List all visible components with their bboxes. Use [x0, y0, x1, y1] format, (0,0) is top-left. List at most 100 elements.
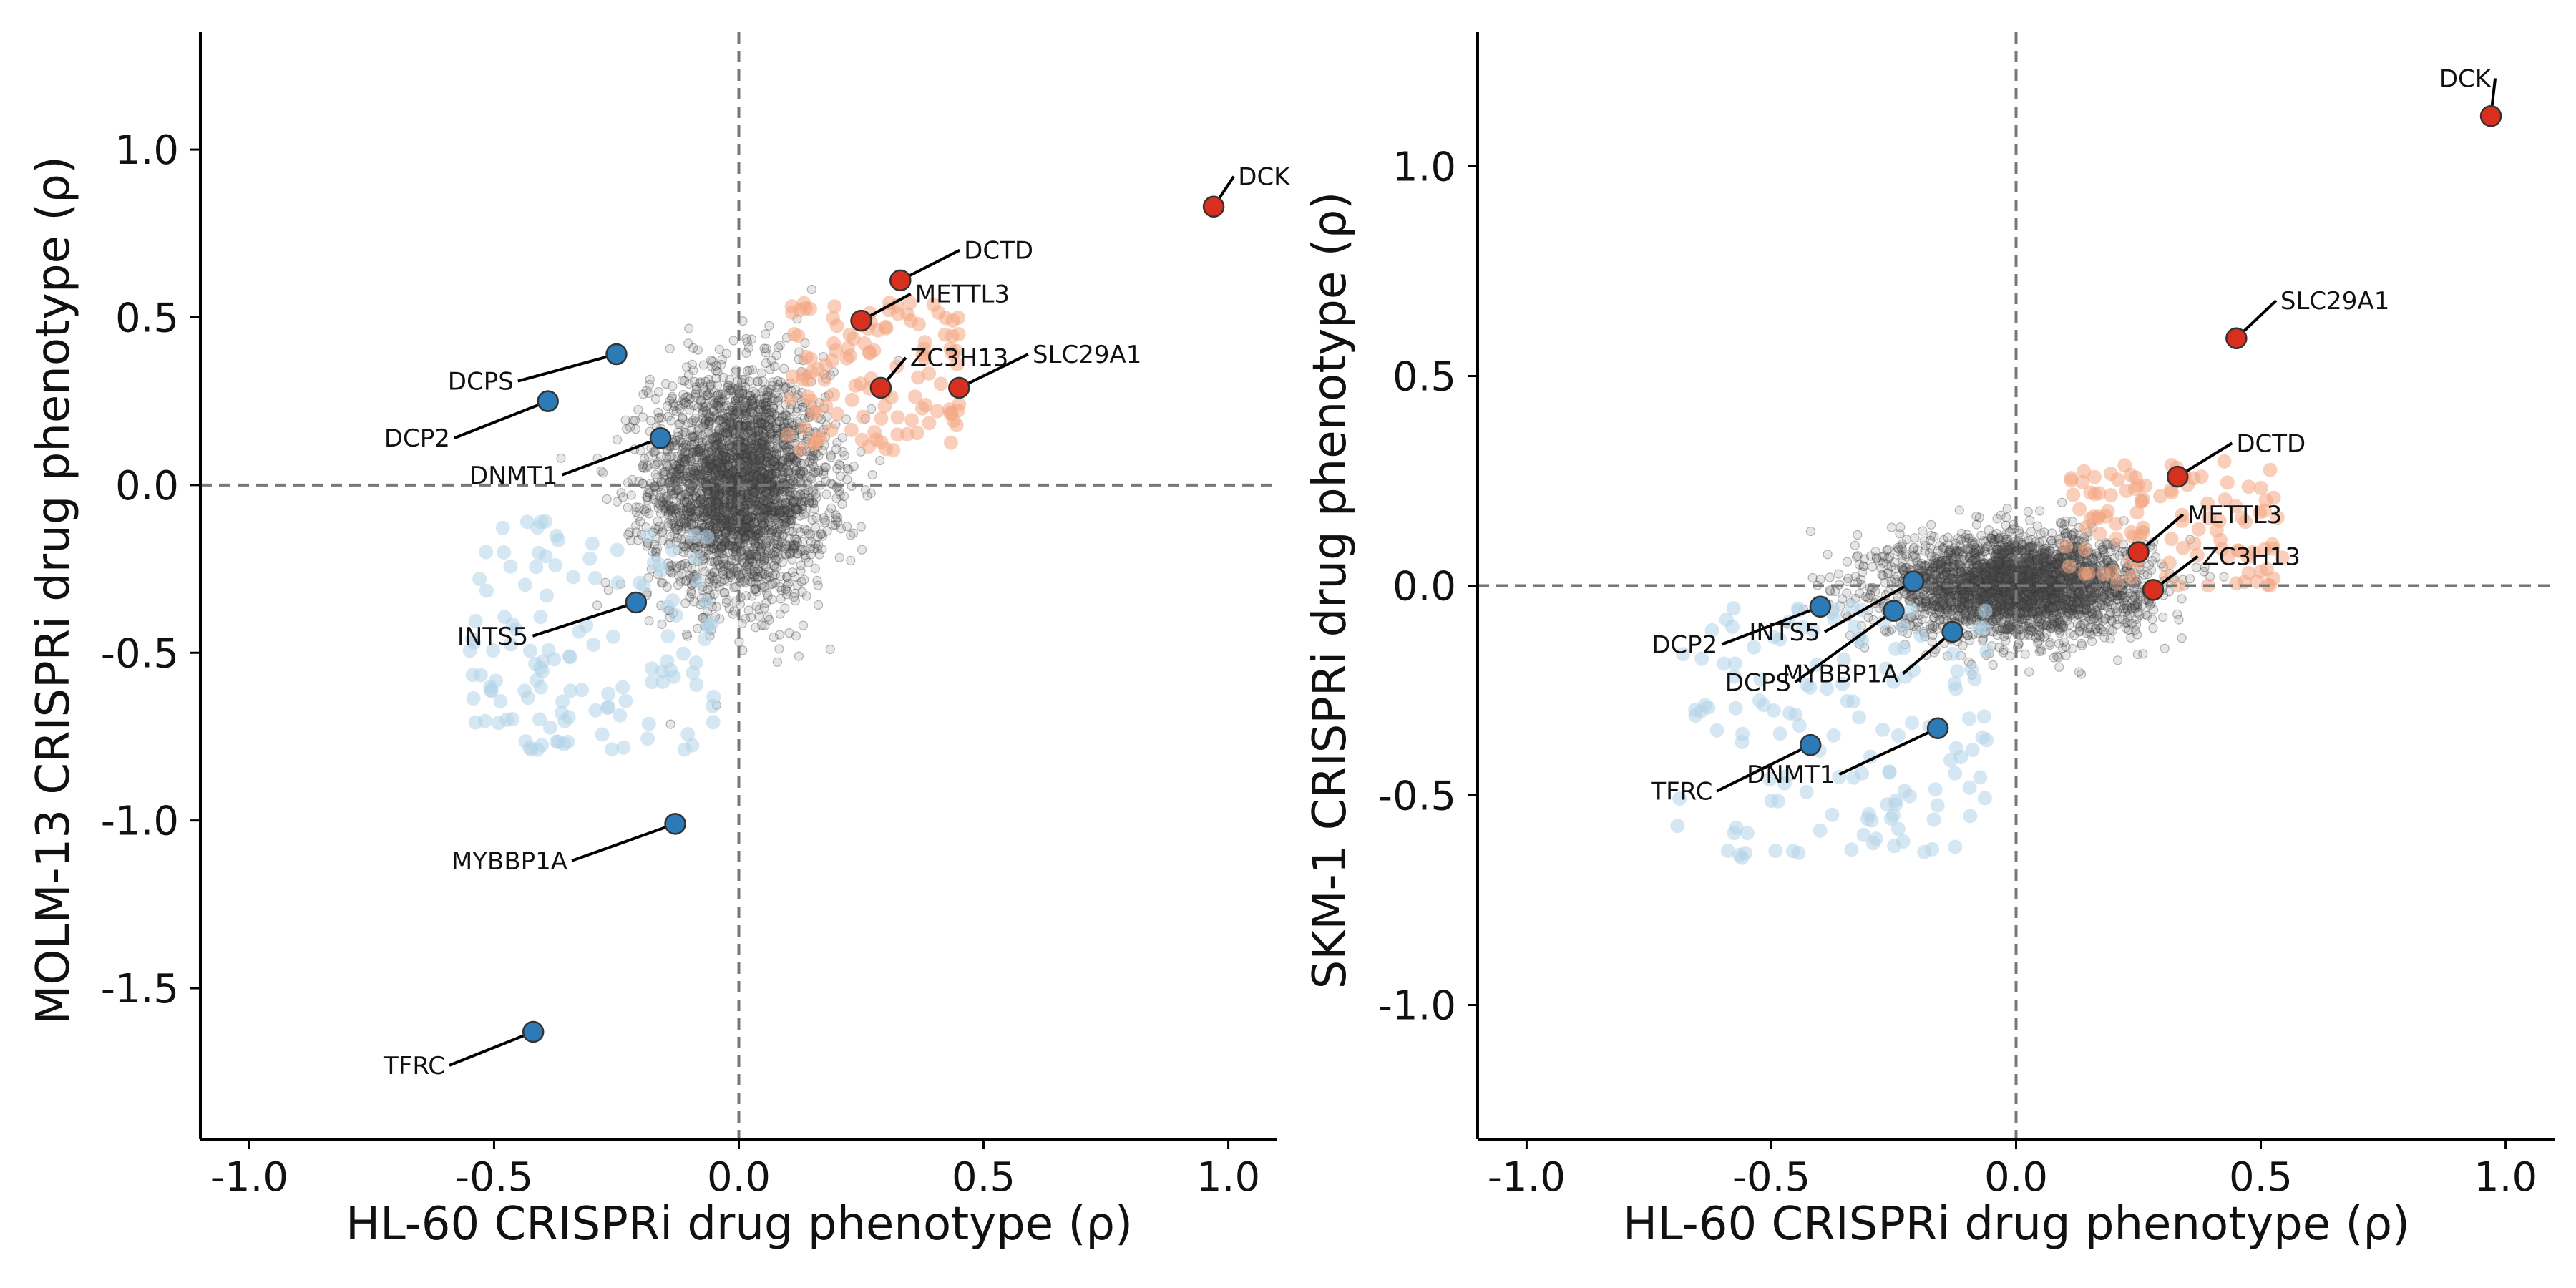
background-point: [672, 452, 682, 462]
background-point: [767, 381, 777, 391]
background-point: [759, 555, 770, 565]
sensitivity-halo-point: [645, 661, 660, 676]
background-point: [805, 472, 815, 482]
sensitivity-halo-point: [601, 686, 616, 701]
background-point: [768, 579, 778, 589]
sensitivity-halo-point: [538, 514, 553, 529]
background-point: [2054, 662, 2064, 672]
gene-point-dnmt1: [649, 426, 672, 449]
background-point: [761, 574, 771, 584]
background-point: [771, 351, 781, 361]
background-point: [813, 600, 824, 610]
background-point: [738, 472, 749, 482]
background-point: [2069, 630, 2079, 640]
background-point: [804, 557, 814, 567]
background-point: [556, 453, 566, 463]
background-point: [750, 466, 760, 477]
background-point: [813, 532, 823, 542]
background-point: [787, 555, 797, 565]
background-point: [801, 591, 811, 601]
background-point: [2002, 504, 2012, 514]
background-point: [716, 543, 726, 554]
resistance-halo-point: [804, 393, 819, 408]
sensitivity-halo-point: [566, 570, 581, 585]
background-point: [692, 465, 702, 475]
background-point: [683, 510, 693, 520]
resistance-halo-point: [793, 441, 808, 457]
resistance-halo-point: [944, 435, 958, 450]
sensitivity-halo-point: [540, 588, 555, 603]
background-point: [650, 460, 660, 470]
background-point: [666, 486, 677, 497]
background-point: [644, 379, 655, 390]
background-point: [718, 511, 728, 521]
gene-point-tfrc: [522, 1020, 545, 1043]
background-point: [773, 518, 784, 528]
resistance-halo-point: [878, 319, 893, 334]
sensitivity-halo-point: [532, 712, 547, 727]
resistance-halo-point: [797, 421, 812, 435]
background-point: [686, 507, 696, 517]
background-point: [757, 518, 768, 528]
background-point: [718, 372, 728, 383]
background-point: [675, 418, 685, 428]
background-point: [742, 494, 752, 504]
background-point: [791, 406, 802, 417]
background-point: [639, 454, 650, 464]
background-point: [744, 554, 754, 564]
background-point: [754, 553, 765, 563]
sensitivity-halo-point: [563, 683, 578, 698]
background-point: [673, 427, 683, 437]
background-point: [775, 341, 785, 351]
background-point: [771, 491, 781, 502]
background-point: [718, 566, 728, 576]
background-point: [762, 588, 772, 598]
background-point: [704, 441, 714, 451]
background-point: [683, 503, 693, 513]
background-point: [678, 452, 688, 462]
resistance-halo-point: [844, 422, 859, 437]
background-point: [686, 586, 696, 597]
resistance-halo-point: [890, 306, 905, 321]
background-point: [716, 439, 727, 450]
background-point: [826, 503, 836, 513]
resistance-halo-point: [909, 426, 924, 441]
background-point: [724, 514, 734, 524]
background-point: [767, 549, 777, 559]
sensitivity-halo-point: [688, 655, 703, 670]
background-point: [771, 464, 781, 474]
background-point: [761, 358, 771, 369]
background-point: [792, 523, 803, 533]
background-point: [693, 345, 703, 355]
background-point: [723, 490, 733, 500]
background-point: [713, 549, 723, 559]
background-point: [663, 462, 673, 472]
background-point: [703, 550, 714, 560]
background-point: [662, 452, 672, 462]
background-point: [633, 404, 643, 415]
background-point: [635, 517, 645, 527]
background-point: [711, 459, 721, 469]
background-point: [716, 452, 726, 463]
background-point: [665, 469, 676, 479]
background-point: [784, 628, 794, 638]
background-point: [770, 503, 780, 513]
background-point: [1825, 572, 1835, 582]
background-point: [776, 473, 786, 484]
background-point: [784, 516, 794, 526]
resistance-halo-point: [922, 416, 937, 431]
background-point: [778, 467, 788, 477]
resistance-halo-point: [904, 413, 919, 428]
background-point: [693, 426, 703, 436]
background-point: [718, 559, 728, 569]
background-point: [728, 487, 738, 497]
background-point: [666, 416, 676, 426]
background-point: [690, 376, 700, 387]
background-point: [756, 404, 766, 415]
background-point: [723, 424, 733, 434]
background-point: [768, 427, 778, 438]
background-point: [728, 336, 738, 346]
background-point: [766, 507, 776, 518]
background-point: [742, 513, 752, 523]
background-point: [1823, 550, 1833, 560]
